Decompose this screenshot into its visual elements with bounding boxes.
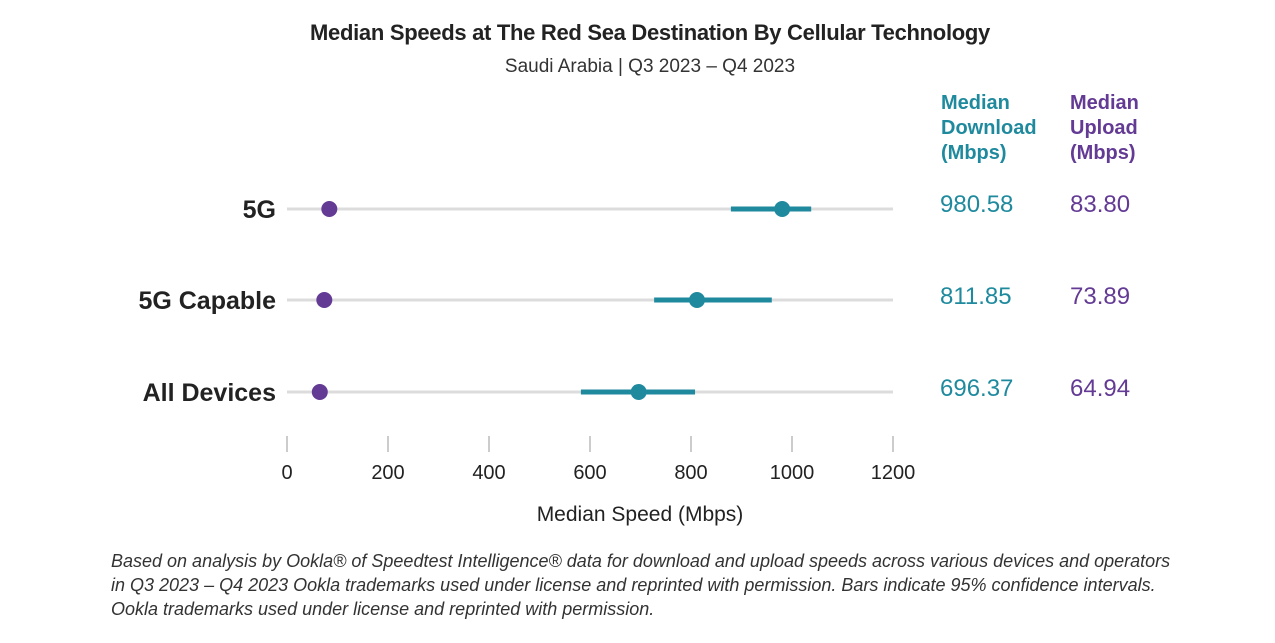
upload-value-5g: 83.80 — [1070, 191, 1131, 218]
upload-point — [311, 384, 328, 400]
x-tick-label: 800 — [674, 462, 707, 484]
row-5g-capable: 5G Capable — [138, 287, 893, 315]
upload-value-5g-capable: 73.89 — [1070, 283, 1131, 310]
x-tick-label: 600 — [573, 462, 606, 484]
upload-point — [321, 201, 338, 217]
upload-header-line: Median — [1070, 92, 1139, 114]
chart-title: Median Speeds at The Red Sea Destination… — [310, 20, 990, 45]
download-value-5g: 980.58 — [940, 191, 1014, 218]
footnote: Based on analysis by Ookla® of Speedtest… — [111, 549, 1211, 621]
download-column-header: Median Download (Mbps) — [941, 91, 1037, 166]
x-axis-title: Median Speed (Mbps) — [537, 503, 744, 526]
footnote-line: Ookla trademarks used under license and … — [111, 599, 655, 619]
download-point — [774, 201, 791, 217]
upload-header-line: Upload — [1070, 117, 1138, 139]
x-tick-label: 1200 — [871, 462, 916, 484]
upload-value-all-devices: 64.94 — [1070, 375, 1131, 402]
download-point — [630, 384, 647, 400]
download-value-5g-capable: 811.85 — [940, 283, 1012, 310]
category-label: 5G — [243, 196, 276, 224]
x-tick-label: 200 — [371, 462, 404, 484]
x-tick-label: 400 — [472, 462, 505, 484]
x-tick-label: 1000 — [770, 462, 815, 484]
download-header-line: (Mbps) — [941, 142, 1007, 164]
row-5g: 5G — [243, 196, 893, 224]
download-header-line: Download — [941, 117, 1037, 139]
row-all-devices: All Devices — [143, 379, 893, 407]
upload-column-header: Median Upload (Mbps) — [1070, 91, 1139, 166]
footnote-line: Based on analysis by Ookla® of Speedtest… — [111, 551, 1171, 571]
category-label: 5G Capable — [138, 287, 276, 315]
download-header-line: Median — [941, 92, 1010, 114]
upload-header-line: (Mbps) — [1070, 142, 1136, 164]
chart-subtitle: Saudi Arabia | Q3 2023 – Q4 2023 — [504, 56, 796, 77]
download-point — [688, 292, 705, 308]
upload-point — [316, 292, 333, 308]
footnote-line: in Q3 2023 – Q4 2023 Ookla trademarks us… — [111, 575, 1156, 595]
download-value-all-devices: 696.37 — [940, 375, 1014, 402]
category-label: All Devices — [143, 379, 276, 407]
x-tick-label: 0 — [281, 462, 292, 484]
